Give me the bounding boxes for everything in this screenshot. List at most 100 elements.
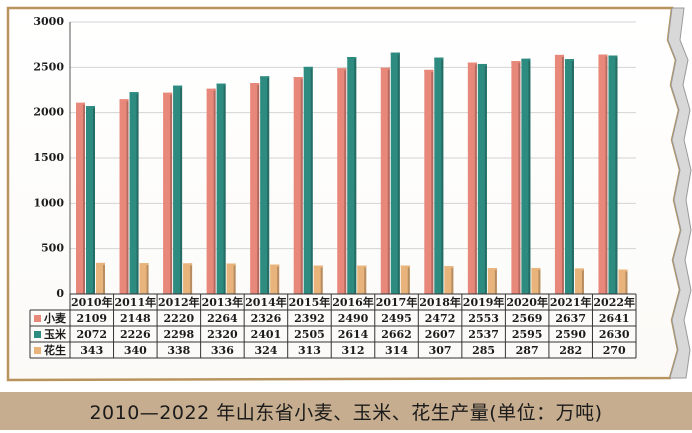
bar-side [170, 92, 173, 294]
data-label: 2472 [425, 312, 456, 325]
bar-side [528, 58, 531, 294]
bar-top [477, 63, 487, 66]
bar-side [518, 61, 521, 294]
bar-corn [303, 66, 313, 294]
bar-corn [521, 58, 531, 294]
data-label: 270 [603, 344, 626, 357]
bar-top [139, 263, 149, 266]
bar-side [83, 102, 85, 294]
data-label: 338 [167, 344, 190, 357]
bar-top [564, 59, 574, 62]
y-tick-label: 2000 [33, 106, 64, 119]
bar-top [434, 57, 444, 60]
x-tick-label: 2017年 [376, 295, 418, 309]
bar-wheat [337, 68, 347, 295]
legend-swatch [34, 331, 41, 338]
bar-side [223, 83, 226, 294]
bar-top [173, 85, 183, 88]
bar-wheat [467, 62, 477, 294]
data-label: 287 [516, 344, 539, 357]
bar-top [531, 267, 541, 270]
bar-top [293, 77, 303, 80]
data-label: 2637 [555, 312, 586, 325]
data-label: 2590 [555, 328, 586, 341]
bar-side [257, 83, 260, 294]
legend-label: 小麦 [43, 311, 67, 325]
bar-wheat [119, 99, 129, 294]
data-label: 2490 [338, 312, 369, 325]
data-label: 2595 [512, 328, 543, 341]
x-tick-label: 2015年 [289, 295, 331, 309]
bar-side [126, 99, 129, 294]
data-label: 2495 [381, 312, 412, 325]
bar-top [96, 262, 105, 265]
bar-corn [260, 76, 270, 295]
bar-side [494, 268, 497, 294]
bar-wheat [380, 67, 390, 294]
bar-wheat [598, 54, 608, 294]
data-label: 2148 [120, 312, 151, 325]
x-tick-label: 2021年 [550, 295, 592, 309]
bar-top [206, 88, 216, 91]
bar-wheat [76, 102, 85, 294]
bar-top [598, 54, 608, 57]
bar-corn [390, 52, 400, 295]
legend-label: 玉米 [44, 327, 67, 341]
bar-side [310, 66, 313, 294]
data-label: 2072 [76, 328, 107, 341]
bar-peanut [357, 265, 367, 294]
legend-label: 花生 [44, 343, 66, 357]
y-tick-label: 3000 [33, 15, 64, 28]
bar-top [76, 102, 85, 105]
data-label: 2641 [599, 312, 630, 325]
bar-side [625, 269, 628, 294]
bar-side [538, 267, 541, 294]
chart-title: 2010—2022 年山东省小麦、玉米、花生产量(单位：万吨) [89, 401, 603, 424]
bar-top [163, 92, 173, 95]
bar-corn [86, 106, 95, 294]
bar-side [561, 54, 564, 294]
bar-top [521, 58, 531, 61]
bar-side [277, 264, 280, 294]
bar-top [380, 67, 390, 70]
bar-top [487, 268, 497, 271]
bar-side [233, 263, 236, 294]
data-label: 285 [472, 344, 495, 357]
bar-side [190, 263, 193, 294]
bar-side [474, 62, 477, 294]
bar-side [344, 68, 347, 295]
bar-side [484, 63, 487, 294]
bar-side [267, 76, 270, 295]
bar-side [407, 265, 410, 294]
data-label: 307 [429, 344, 452, 357]
bar-wheat [511, 61, 521, 294]
data-label: 313 [298, 344, 321, 357]
bar-corn [564, 59, 574, 294]
bar-corn [347, 56, 357, 295]
bar-side [615, 55, 618, 295]
bar-peanut [96, 262, 105, 294]
data-label: 336 [211, 344, 234, 357]
bar-top [390, 52, 400, 55]
bar-wheat [293, 77, 303, 294]
bar-top [119, 99, 129, 102]
bar-corn [477, 63, 487, 294]
y-tick-label: 1500 [33, 151, 64, 164]
bar-top [574, 268, 584, 271]
bar-side [605, 54, 608, 294]
bar-peanut [531, 267, 541, 294]
data-label: 2630 [599, 328, 630, 341]
bar-wheat [554, 54, 564, 294]
legend-swatch [34, 315, 41, 322]
bar-top [129, 92, 139, 95]
bar-side [136, 92, 139, 295]
data-label: 2320 [207, 328, 238, 341]
bar-top [554, 54, 564, 57]
chart-caption-bar: 2010—2022 年山东省小麦、玉米、花生产量(单位：万吨) [0, 392, 692, 430]
bar-side [213, 88, 216, 294]
bar-side [364, 265, 367, 294]
x-tick-label: 2012年 [158, 295, 200, 309]
x-tick-label: 2020年 [506, 295, 548, 309]
bar-top [250, 83, 260, 86]
